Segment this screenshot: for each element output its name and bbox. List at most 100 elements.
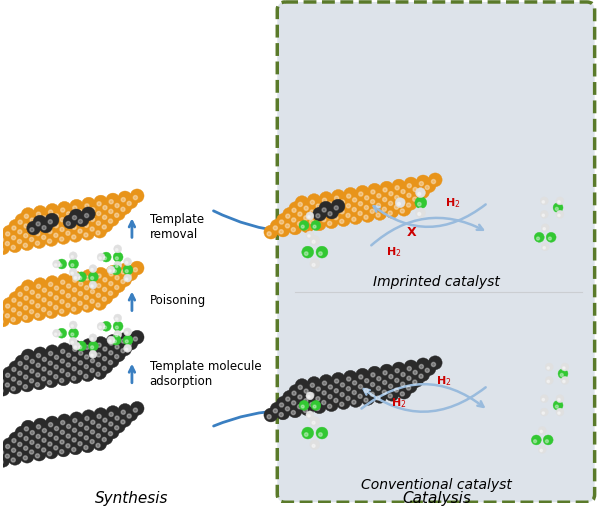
- Circle shape: [0, 449, 4, 464]
- Circle shape: [76, 341, 87, 351]
- Circle shape: [292, 391, 296, 395]
- Circle shape: [29, 309, 34, 314]
- Circle shape: [37, 425, 40, 429]
- Circle shape: [36, 294, 40, 298]
- Circle shape: [79, 282, 83, 286]
- Circle shape: [91, 349, 95, 353]
- Circle shape: [69, 321, 77, 329]
- Circle shape: [316, 214, 320, 218]
- Circle shape: [33, 357, 47, 371]
- Circle shape: [367, 386, 381, 400]
- Circle shape: [57, 211, 71, 225]
- Circle shape: [84, 223, 88, 228]
- Circle shape: [124, 407, 138, 421]
- Circle shape: [94, 195, 108, 209]
- Circle shape: [66, 221, 70, 225]
- Circle shape: [36, 373, 40, 377]
- Circle shape: [39, 219, 53, 233]
- Circle shape: [36, 222, 40, 226]
- Circle shape: [21, 430, 35, 444]
- Circle shape: [90, 227, 95, 231]
- Circle shape: [316, 397, 320, 401]
- Circle shape: [17, 239, 22, 244]
- Circle shape: [346, 387, 350, 391]
- Circle shape: [105, 425, 119, 439]
- Circle shape: [133, 337, 137, 341]
- Circle shape: [48, 381, 52, 385]
- Circle shape: [48, 371, 52, 375]
- Circle shape: [39, 281, 53, 295]
- Circle shape: [45, 416, 59, 430]
- Circle shape: [26, 303, 40, 317]
- Circle shape: [69, 259, 78, 269]
- Circle shape: [398, 366, 412, 380]
- Circle shape: [118, 201, 132, 215]
- Circle shape: [425, 185, 429, 189]
- Circle shape: [392, 372, 406, 386]
- Circle shape: [289, 202, 303, 215]
- Circle shape: [321, 217, 326, 222]
- Circle shape: [54, 233, 58, 237]
- Circle shape: [309, 220, 314, 224]
- Circle shape: [63, 224, 76, 238]
- Circle shape: [75, 285, 89, 299]
- Circle shape: [26, 372, 40, 386]
- Circle shape: [294, 398, 308, 412]
- Circle shape: [130, 402, 144, 415]
- Circle shape: [11, 377, 16, 381]
- Circle shape: [406, 386, 411, 390]
- Circle shape: [289, 384, 303, 399]
- Circle shape: [548, 237, 551, 240]
- Circle shape: [125, 278, 128, 280]
- Circle shape: [114, 245, 122, 253]
- Circle shape: [14, 305, 28, 319]
- Circle shape: [109, 422, 113, 426]
- Circle shape: [325, 205, 339, 219]
- Circle shape: [295, 379, 309, 392]
- Circle shape: [352, 208, 356, 212]
- Circle shape: [8, 311, 22, 325]
- Circle shape: [8, 239, 22, 252]
- Circle shape: [75, 295, 88, 308]
- Circle shape: [0, 231, 10, 245]
- Circle shape: [87, 220, 101, 234]
- Circle shape: [303, 408, 308, 413]
- Circle shape: [356, 369, 370, 382]
- Circle shape: [81, 207, 95, 221]
- Circle shape: [340, 402, 344, 406]
- Circle shape: [114, 314, 122, 322]
- Circle shape: [72, 235, 76, 239]
- Circle shape: [276, 397, 290, 410]
- Circle shape: [108, 360, 113, 364]
- Circle shape: [30, 228, 34, 232]
- Circle shape: [545, 363, 553, 371]
- Circle shape: [413, 187, 417, 191]
- Circle shape: [109, 341, 113, 345]
- Circle shape: [379, 201, 393, 214]
- Circle shape: [36, 241, 40, 245]
- Circle shape: [78, 219, 82, 223]
- Circle shape: [111, 335, 121, 345]
- Circle shape: [2, 235, 16, 249]
- Circle shape: [33, 366, 46, 380]
- Circle shape: [17, 381, 22, 385]
- Circle shape: [69, 350, 83, 364]
- Circle shape: [130, 330, 144, 344]
- Circle shape: [535, 232, 544, 242]
- Circle shape: [124, 195, 138, 209]
- Circle shape: [335, 379, 339, 383]
- Circle shape: [121, 270, 125, 274]
- Circle shape: [337, 193, 351, 207]
- Circle shape: [102, 428, 107, 432]
- Circle shape: [358, 202, 362, 206]
- Circle shape: [558, 214, 560, 216]
- Circle shape: [97, 284, 101, 288]
- Circle shape: [72, 428, 76, 432]
- Circle shape: [373, 389, 386, 403]
- Circle shape: [310, 210, 314, 214]
- Circle shape: [78, 292, 82, 296]
- Circle shape: [391, 199, 405, 212]
- Circle shape: [14, 364, 28, 378]
- Circle shape: [298, 212, 302, 216]
- Circle shape: [88, 272, 98, 282]
